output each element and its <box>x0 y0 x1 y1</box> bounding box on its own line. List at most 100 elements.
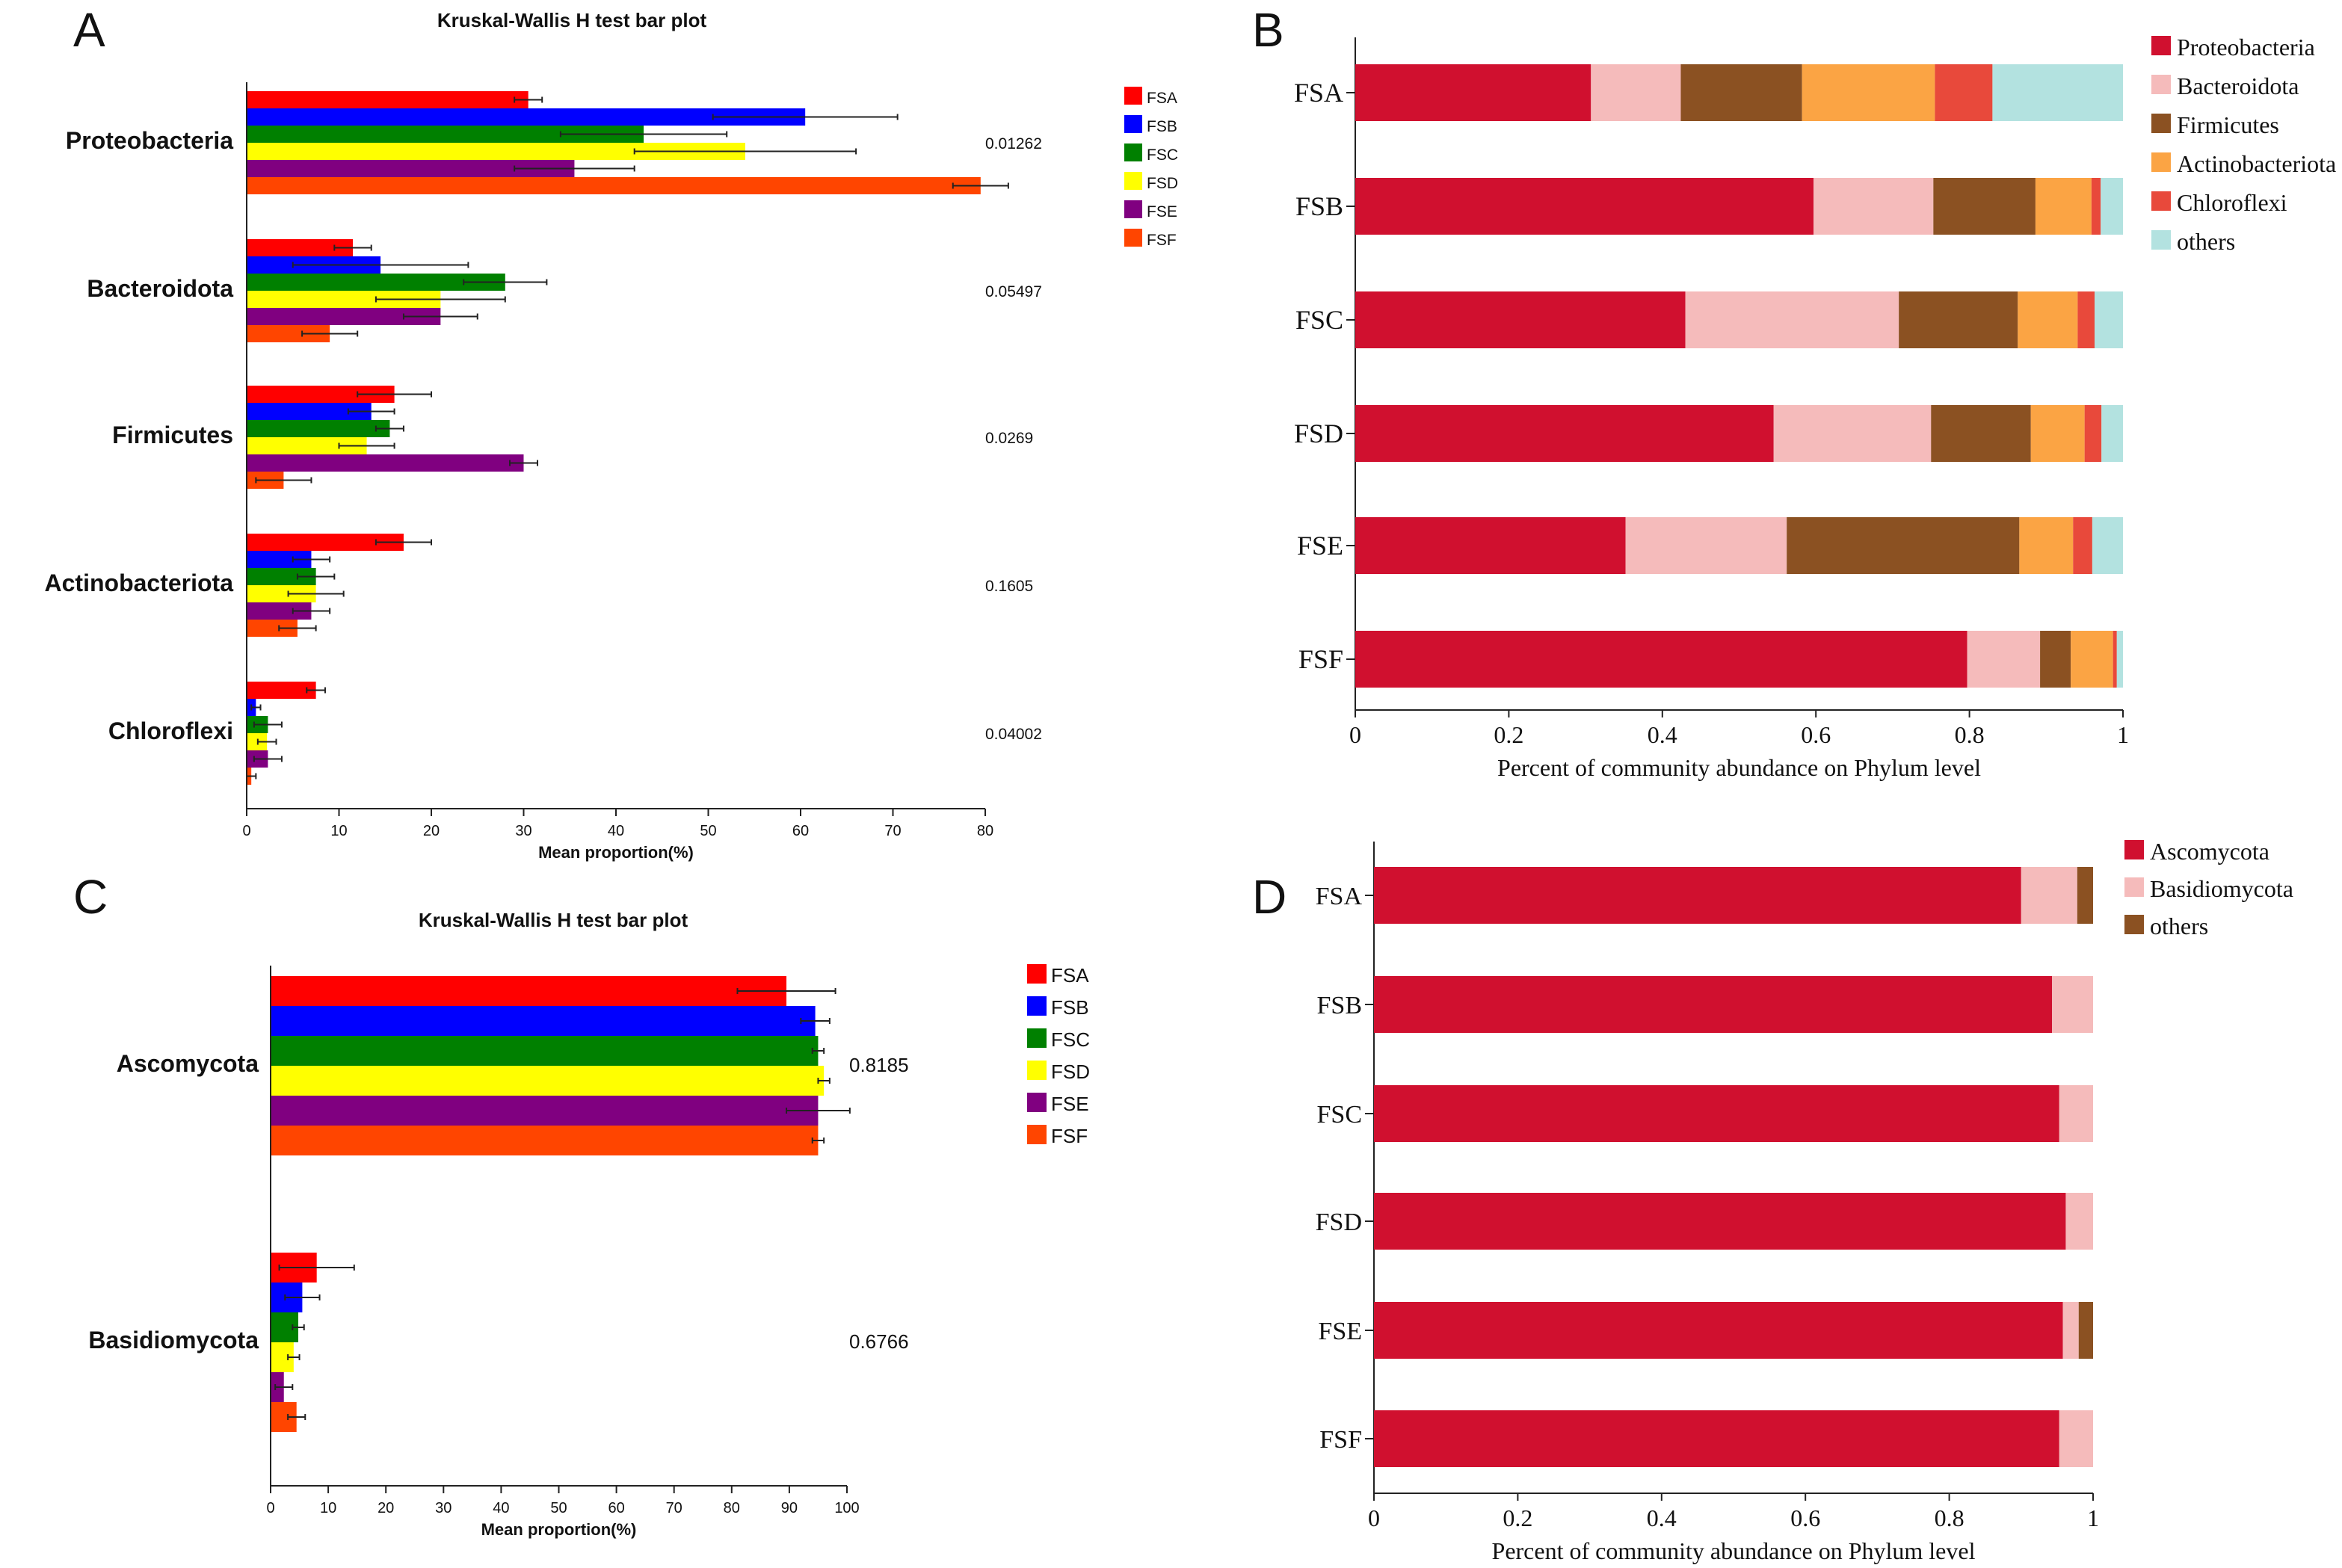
legend-label: Chloroflexi <box>2177 189 2287 216</box>
y-tick-label: FSF <box>1319 1426 1362 1454</box>
legend-swatch <box>1027 1125 1047 1144</box>
bar <box>247 291 441 308</box>
x-tick-label: 90 <box>781 1500 798 1516</box>
x-tick-label: 10 <box>320 1500 336 1516</box>
x-tick-label: 0.4 <box>1648 721 1677 748</box>
legend-label: FSE <box>1147 203 1177 220</box>
stacked-bar-segment <box>1773 405 1932 462</box>
x-tick-label: 10 <box>330 823 347 839</box>
stacked-bar-segment <box>1931 405 2031 462</box>
bar <box>247 160 575 177</box>
x-tick-label: 70 <box>666 1500 682 1516</box>
x-tick-label: 30 <box>435 1500 452 1516</box>
stacked-bar-segment <box>1355 178 1814 235</box>
category-label: Proteobacteria <box>66 127 233 154</box>
legend-label: FSB <box>1147 118 1177 135</box>
legend-swatch <box>1124 172 1142 190</box>
bar <box>247 454 524 472</box>
legend-swatch <box>1027 996 1047 1016</box>
bar <box>271 976 787 1006</box>
legend-swatch <box>2124 840 2144 859</box>
stacked-bar-segment <box>1899 291 2018 348</box>
bar <box>271 1036 819 1066</box>
bar <box>271 1066 825 1096</box>
legend-swatch <box>2151 191 2171 211</box>
x-tick-label: 0.4 <box>1647 1504 1677 1531</box>
stacked-bar-segment <box>1625 517 1787 574</box>
legend-swatch <box>1027 1093 1047 1112</box>
category-label: Firmicutes <box>112 422 233 448</box>
panel-label-b: B <box>1252 3 1284 57</box>
p-value-label: 0.04002 <box>985 726 1042 743</box>
stacked-bar-segment <box>1355 517 1626 574</box>
stacked-bar-segment <box>2113 631 2117 688</box>
legend-swatch <box>2124 915 2144 934</box>
x-tick-label: 0.2 <box>1503 1504 1532 1531</box>
y-tick-label: FSD <box>1294 419 1343 448</box>
legend-swatch <box>2151 152 2171 172</box>
legend-label: FSF <box>1051 1125 1088 1147</box>
stacked-bar-segment <box>1374 867 2021 924</box>
stacked-bar-segment <box>2052 976 2093 1033</box>
p-value-label: 0.0269 <box>985 430 1033 447</box>
stacked-bar-segment <box>1967 631 2041 688</box>
stacked-bar-segment <box>2021 867 2077 924</box>
legend-swatch <box>1124 115 1142 133</box>
category-label: Basidiomycota <box>88 1327 259 1354</box>
stacked-bar-segment <box>1935 64 1993 121</box>
stacked-bar-segment <box>2040 631 2071 688</box>
bar <box>271 1096 819 1126</box>
stacked-bar-segment <box>1685 291 1899 348</box>
x-tick-label: 30 <box>515 823 531 839</box>
legend-swatch <box>2151 230 2171 250</box>
stacked-bar-segment <box>1355 291 1686 348</box>
bar <box>247 91 529 108</box>
bar <box>247 620 298 637</box>
legend-label: FSF <box>1147 232 1177 249</box>
legend-swatch <box>1027 1028 1047 1048</box>
x-tick-label: 50 <box>700 823 716 839</box>
bar <box>247 534 404 551</box>
x-axis-label: Mean proportion(%) <box>481 1520 637 1539</box>
bar <box>247 403 372 420</box>
chart-title: Kruskal-Wallis H test bar plot <box>419 909 688 931</box>
stacked-bar-segment <box>2071 631 2113 688</box>
x-tick-label: 20 <box>378 1500 394 1516</box>
x-tick-label: 20 <box>423 823 440 839</box>
y-tick-label: FSB <box>1317 992 1363 1019</box>
stacked-bar-segment <box>1680 64 1802 121</box>
stacked-bar-segment <box>2059 1085 2093 1142</box>
category-label: Bacteroidota <box>87 275 233 302</box>
legend-label: FSD <box>1147 175 1178 192</box>
stacked-bar-segment <box>2059 1410 2093 1467</box>
bar <box>247 420 390 437</box>
y-tick-label: FSF <box>1298 644 1343 674</box>
panel-label-c: C <box>73 870 108 924</box>
bar <box>247 551 312 568</box>
legend-label: others <box>2177 228 2235 255</box>
x-tick-label: 0 <box>242 823 250 839</box>
legend-label: FSA <box>1147 90 1177 107</box>
x-tick-label: 80 <box>724 1500 740 1516</box>
p-value-label: 0.1605 <box>985 578 1033 595</box>
legend-label: Basidiomycota <box>2150 875 2293 902</box>
bar <box>247 568 316 585</box>
x-tick-label: 0 <box>1349 721 1361 748</box>
bar <box>247 437 367 454</box>
stacked-bar-segment <box>1591 64 1681 121</box>
p-value-label: 0.01262 <box>985 135 1042 152</box>
p-value-label: 0.05497 <box>985 283 1042 300</box>
bar <box>247 733 268 750</box>
x-axis-label: Percent of community abundance on Phylum… <box>1492 1537 1976 1564</box>
x-tick-label: 40 <box>608 823 624 839</box>
bar <box>247 126 644 143</box>
bar <box>247 108 806 126</box>
x-tick-label: 0 <box>266 1500 274 1516</box>
y-tick-label: FSB <box>1295 191 1343 221</box>
stacked-bar-segment <box>2077 291 2095 348</box>
bar <box>247 177 981 194</box>
legend-swatch <box>2124 877 2144 897</box>
legend-label: FSC <box>1147 146 1178 164</box>
stacked-bar-segment <box>2062 1302 2079 1359</box>
